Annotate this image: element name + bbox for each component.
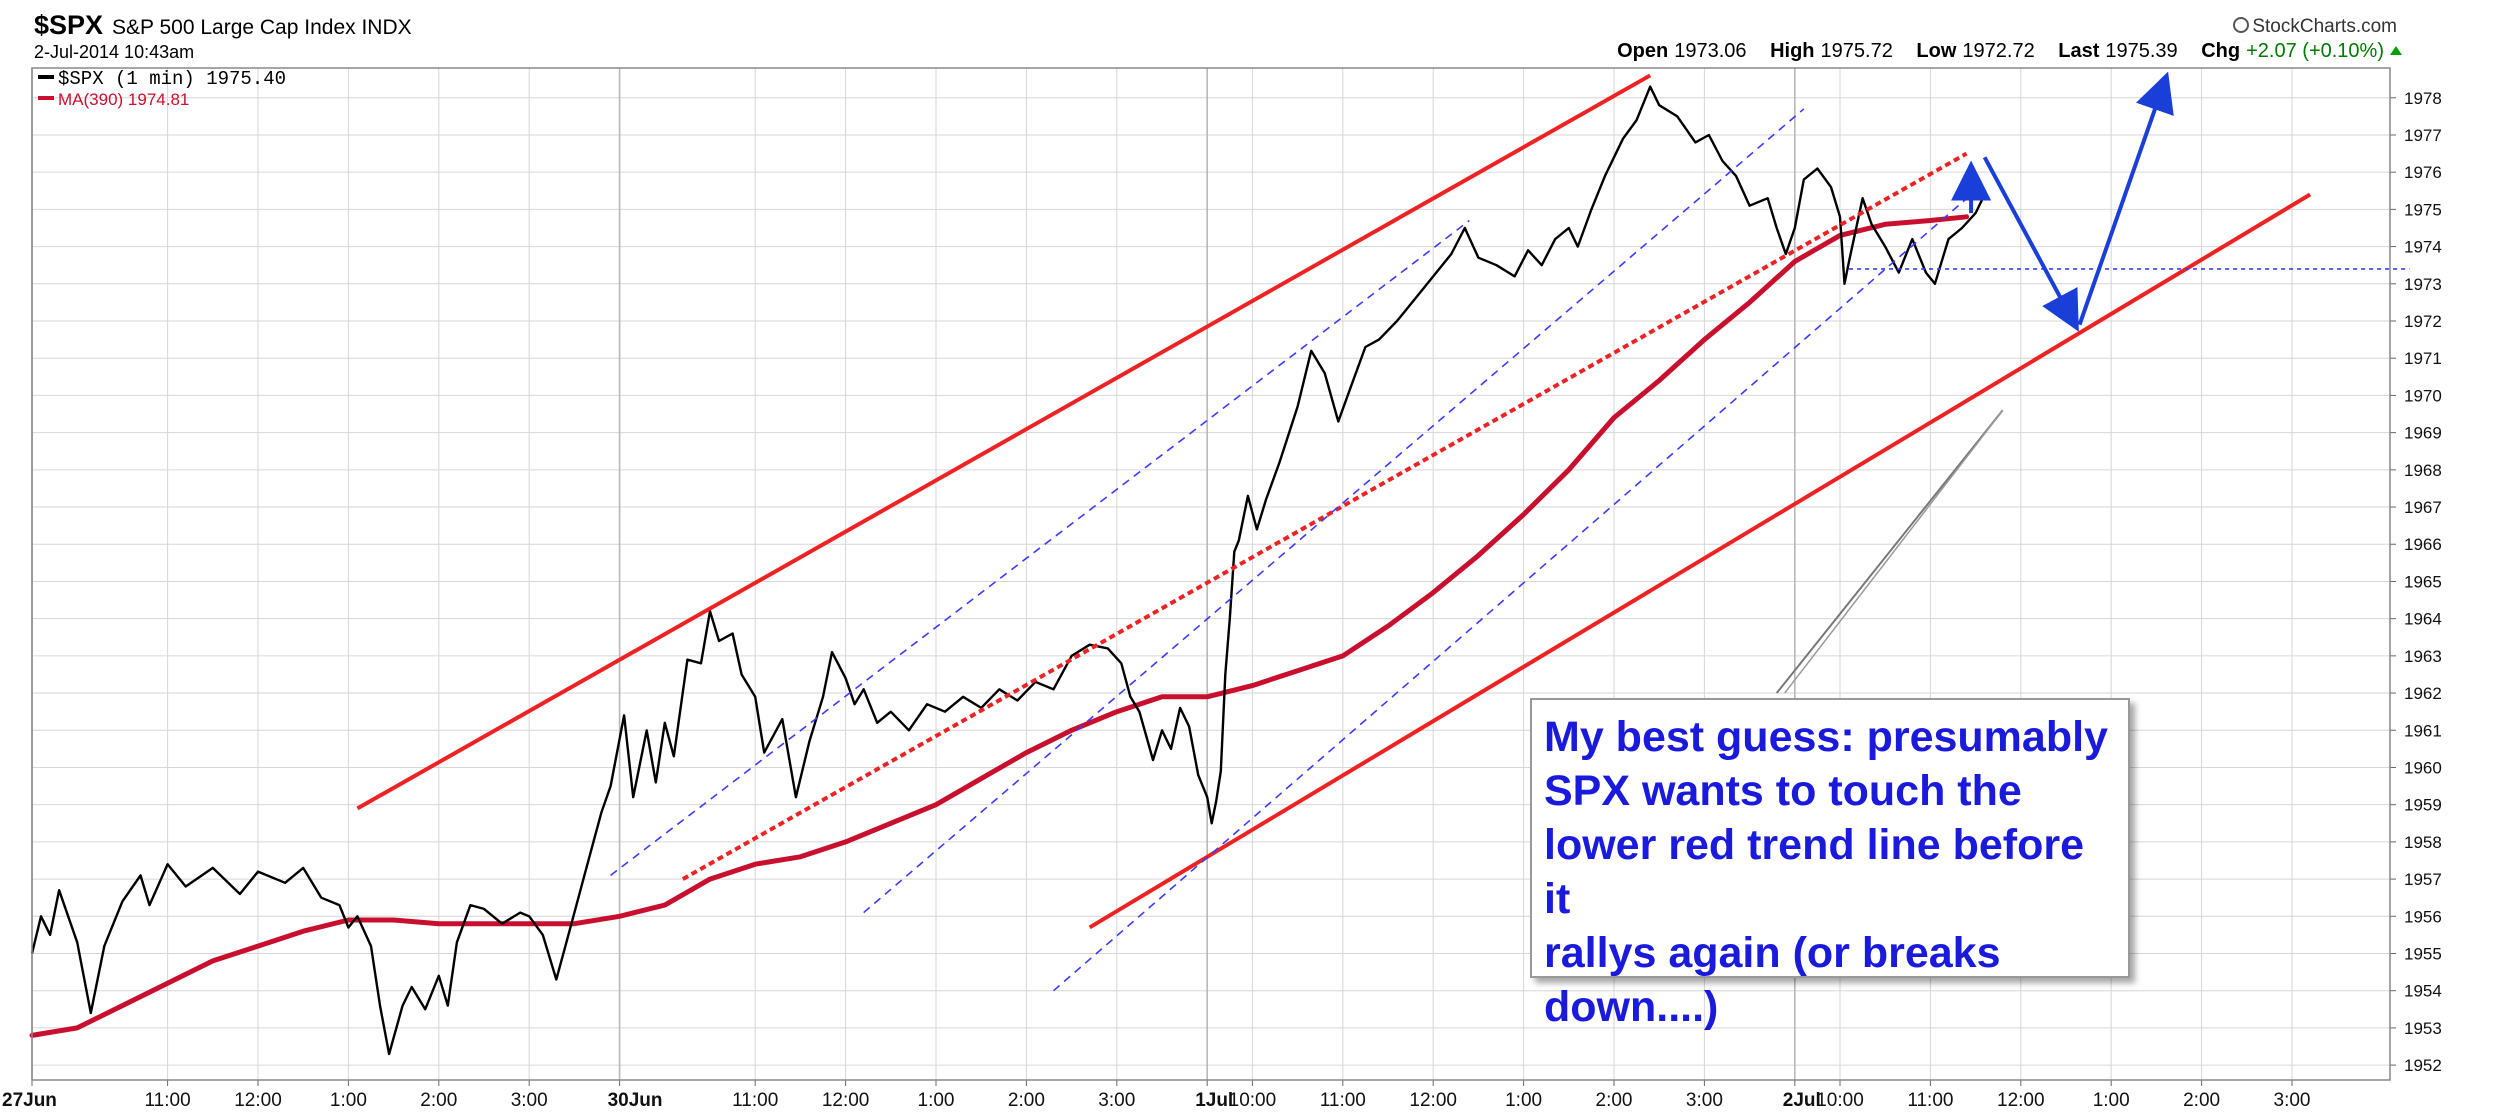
open-label: Open xyxy=(1617,40,1669,62)
low-value: 1972.72 xyxy=(1962,40,2035,62)
y-tick-label: 1963 xyxy=(2404,647,2442,666)
chart-title: S&P 500 Large Cap Index INDX xyxy=(112,16,412,40)
y-tick-label: 1970 xyxy=(2404,386,2442,405)
exchange-label: INDX xyxy=(361,16,412,39)
series-lines xyxy=(29,85,1986,1056)
callout-pointer-edge xyxy=(1784,409,2004,694)
x-tick-label: 1:00 xyxy=(1505,1090,1542,1111)
y-tick-label: 1954 xyxy=(2404,982,2442,1001)
x-tick-label: 11:00 xyxy=(732,1090,778,1111)
legend-ma-label: MA(390) 1974.81 xyxy=(58,90,190,109)
annotation-callout: My best guess: presumably SPX wants to t… xyxy=(1530,698,2130,1031)
x-tick-label: 3:00 xyxy=(511,1090,548,1111)
projection-arrow xyxy=(1982,156,2079,332)
y-tick-label: 1962 xyxy=(2404,684,2442,703)
y-tick-label: 1956 xyxy=(2404,907,2442,926)
x-tick-label: 10:00 xyxy=(1229,1090,1277,1111)
x-tick-label: 2:00 xyxy=(2183,1090,2220,1111)
chart-datetime: 2-Jul-2014 10:43am xyxy=(34,42,195,62)
y-tick-label: 1967 xyxy=(2404,498,2442,517)
low-label: Low xyxy=(1916,40,1957,62)
y-tick-label: 1971 xyxy=(2404,349,2442,368)
y-tick-label: 1964 xyxy=(2404,610,2442,629)
trend-lines xyxy=(356,71,2410,992)
legend-ma: MA(390) 1974.81 xyxy=(38,90,189,110)
x-tick-label: 12:00 xyxy=(234,1090,282,1111)
y-tick-label: 1972 xyxy=(2404,312,2442,331)
index-name: S&P 500 Large Cap Index xyxy=(112,16,356,39)
brand[interactable]: StockCharts.com xyxy=(2233,16,2397,38)
gear-icon xyxy=(2233,17,2250,33)
up-triangle-icon xyxy=(2390,46,2402,55)
x-tick-label: 2Jul xyxy=(1783,1090,1821,1111)
x-tick-label: 11:00 xyxy=(1320,1090,1366,1111)
y-tick-label: 1965 xyxy=(2404,572,2442,591)
legend-swatch-price xyxy=(38,75,54,79)
y-tick-label: 1974 xyxy=(2404,238,2442,257)
chart-symbol: $SPX xyxy=(34,10,104,40)
series-price-line xyxy=(30,85,1986,1056)
legend-price-label: $SPX (1 min) 1975.40 xyxy=(58,68,287,90)
chg-label: Chg xyxy=(2201,40,2241,62)
y-tick-label: 1957 xyxy=(2404,870,2442,889)
y-tick-label: 1969 xyxy=(2404,424,2442,443)
trendline-blue-dashed xyxy=(863,108,1805,914)
legend-swatch-ma xyxy=(38,96,54,100)
trendline-grey-pointer xyxy=(1775,409,2004,694)
trendline-red-solid xyxy=(356,73,1652,811)
chg-value: +2.07 (+0.10%) xyxy=(2246,40,2384,62)
axis-ticks: 1952 1953 1954 1955 1956 1957 1958 1959 1960 1961… xyxy=(2,89,2442,1111)
x-tick-label: 1Jul xyxy=(1195,1090,1233,1111)
trendline-blue-dashed xyxy=(1052,190,1977,992)
y-tick-label: 1961 xyxy=(2404,721,2442,740)
x-tick-label: 3:00 xyxy=(1686,1090,1723,1111)
x-tick-label: 30Jun xyxy=(608,1090,663,1111)
last-label: Last xyxy=(2058,40,2100,62)
x-tick-label: 1:00 xyxy=(918,1090,955,1111)
y-tick-label: 1960 xyxy=(2404,758,2442,777)
y-tick-label: 1959 xyxy=(2404,796,2442,815)
plot-frame xyxy=(31,67,2391,1081)
y-tick-label: 1975 xyxy=(2404,200,2442,219)
x-tick-label: 12:00 xyxy=(1409,1090,1457,1111)
brand-label: StockCharts.com xyxy=(2252,16,2397,37)
y-tick-label: 1978 xyxy=(2404,89,2442,108)
y-tick-label: 1968 xyxy=(2404,461,2442,480)
open-value: 1973.06 xyxy=(1674,40,1747,62)
projection-arrow xyxy=(2077,71,2174,326)
x-tick-label: 12:00 xyxy=(1997,1090,2045,1111)
x-tick-label: 1:00 xyxy=(330,1090,367,1111)
trendline-red-dotted xyxy=(681,151,1968,881)
high-value: 1975.72 xyxy=(1820,40,1893,62)
trendline-red-solid xyxy=(1088,192,2312,930)
y-tick-label: 1976 xyxy=(2404,163,2442,182)
x-tick-label: 11:00 xyxy=(145,1090,191,1111)
x-tick-label: 3:00 xyxy=(2274,1090,2311,1111)
x-tick-label: 12:00 xyxy=(822,1090,870,1111)
x-tick-label: 2:00 xyxy=(420,1090,457,1111)
x-tick-label: 1:00 xyxy=(2093,1090,2130,1111)
x-tick-label: 2:00 xyxy=(1596,1090,1633,1111)
x-tick-label: 11:00 xyxy=(1907,1090,1953,1111)
y-tick-label: 1955 xyxy=(2404,945,2442,964)
y-tick-label: 1953 xyxy=(2404,1019,2442,1038)
x-tick-label: 27Jun xyxy=(2,1090,57,1111)
last-value: 1975.39 xyxy=(2105,40,2178,62)
y-tick-label: 1977 xyxy=(2404,126,2442,145)
y-tick-label: 1973 xyxy=(2404,275,2442,294)
legend-price: $SPX (1 min) 1975.40 xyxy=(38,68,286,90)
y-tick-label: 1966 xyxy=(2404,535,2442,554)
y-tick-label: 1958 xyxy=(2404,833,2442,852)
x-tick-label: 3:00 xyxy=(1098,1090,1135,1111)
trendline-blue-dashed xyxy=(610,219,1470,877)
y-tick-label: 1952 xyxy=(2404,1056,2442,1075)
x-tick-label: 2:00 xyxy=(1008,1090,1045,1111)
ohlc-summary: Open 1973.06 High 1975.72 Low 1972.72 Last 1… xyxy=(1599,40,2402,63)
high-label: High xyxy=(1770,40,1815,62)
x-tick-label: 10:00 xyxy=(1816,1090,1864,1111)
